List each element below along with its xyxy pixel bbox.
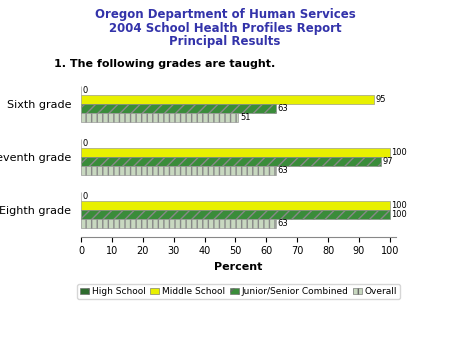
Bar bbox=[81, 95, 374, 104]
X-axis label: Percent: Percent bbox=[214, 262, 263, 272]
Bar bbox=[81, 113, 239, 122]
Bar bbox=[81, 104, 275, 113]
Text: 0: 0 bbox=[82, 192, 88, 201]
Text: 0: 0 bbox=[82, 139, 88, 148]
Legend: High School, Middle School, Junior/Senior Combined, Overall: High School, Middle School, Junior/Senio… bbox=[77, 284, 400, 299]
Text: 51: 51 bbox=[240, 113, 251, 122]
Text: 1. The following grades are taught.: 1. The following grades are taught. bbox=[54, 59, 275, 69]
Bar bbox=[81, 219, 275, 228]
Text: 63: 63 bbox=[277, 104, 288, 113]
Bar bbox=[81, 201, 390, 210]
Text: Oregon Department of Human Services: Oregon Department of Human Services bbox=[94, 8, 356, 21]
Bar bbox=[81, 210, 390, 219]
Text: 95: 95 bbox=[376, 95, 387, 104]
Text: 2004 School Health Profiles Report: 2004 School Health Profiles Report bbox=[109, 22, 341, 35]
Text: 100: 100 bbox=[392, 148, 407, 157]
Text: 100: 100 bbox=[392, 210, 407, 219]
Bar bbox=[81, 166, 275, 175]
Text: 100: 100 bbox=[392, 201, 407, 210]
Bar bbox=[81, 157, 381, 166]
Bar bbox=[81, 148, 390, 157]
Text: 63: 63 bbox=[277, 219, 288, 228]
Text: 63: 63 bbox=[277, 166, 288, 175]
Text: 97: 97 bbox=[382, 157, 393, 166]
Text: Principal Results: Principal Results bbox=[169, 35, 281, 48]
Text: 0: 0 bbox=[82, 86, 88, 95]
